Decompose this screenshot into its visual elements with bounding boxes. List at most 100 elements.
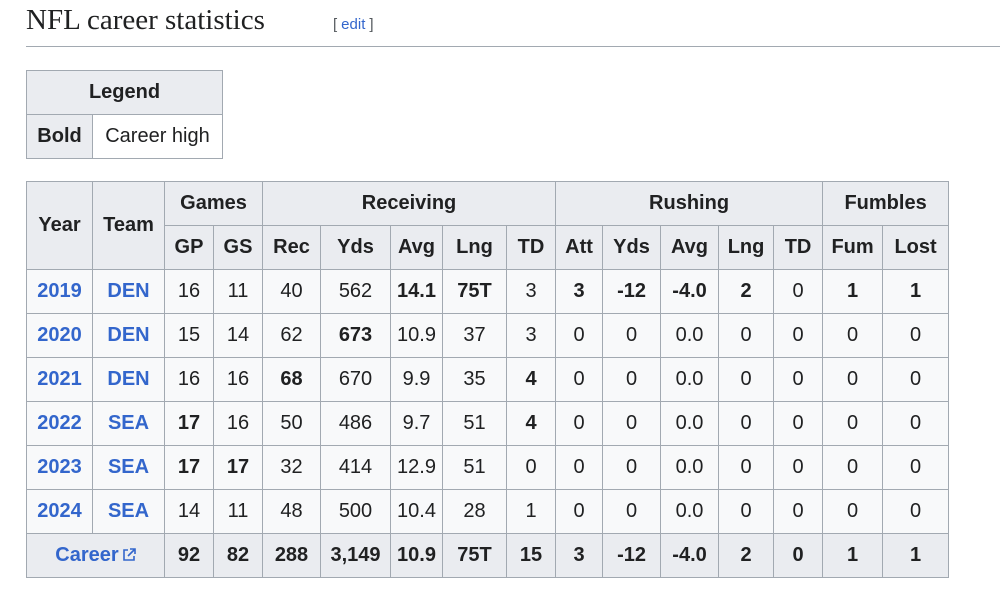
year-cell: 2024: [26, 489, 93, 534]
sub-header-row: GP GS Rec Yds Avg Lng TD Att Yds Avg Lng TD Fum Lost: [27, 225, 950, 270]
team-link[interactable]: DEN: [107, 368, 150, 390]
team-cell: DEN: [92, 357, 165, 402]
stat-cell: 37: [442, 313, 507, 358]
stat-cell: 0: [602, 445, 662, 490]
stat-cell: 1: [822, 269, 884, 314]
col-header: Year: [26, 181, 93, 270]
group-header: Fumbles: [822, 181, 950, 226]
stat-cell: 0: [555, 401, 604, 446]
stat-cell: 0: [822, 357, 884, 402]
year-link[interactable]: 2021: [37, 368, 82, 390]
team-link[interactable]: SEA: [107, 412, 150, 434]
year-link[interactable]: 2019: [37, 280, 82, 302]
year-cell: 2019: [26, 269, 93, 314]
data-row: 2024 SEA 14 11 48 500 10.4 28 1 0 0 0.0 0 0 0 0: [26, 489, 950, 534]
stat-cell: 68: [262, 357, 321, 402]
stat-cell: 0.0: [660, 357, 720, 402]
career-stat-cell: 75T: [442, 533, 507, 578]
career-link[interactable]: Career: [55, 544, 119, 566]
stat-cell: 0: [773, 401, 824, 446]
stat-cell: 51: [442, 401, 507, 446]
stat-cell: 32: [262, 445, 321, 490]
year-link[interactable]: 2024: [37, 500, 82, 522]
stat-cell: 9.7: [390, 401, 443, 446]
stat-cell: 35: [442, 357, 507, 402]
year-cell: 2022: [26, 401, 93, 446]
stat-cell: 0: [602, 489, 662, 534]
data-row: 2019 DEN 16 11 40 562 14.1 75T 3 3 -12 -4.0 2 0 1 1: [26, 269, 950, 314]
col-header: Lng: [442, 225, 507, 270]
stat-cell: 17: [164, 445, 214, 490]
stat-cell: 0: [718, 313, 775, 358]
stat-cell: 0: [882, 489, 950, 534]
team-cell: DEN: [92, 269, 165, 314]
stat-cell: 12.9: [390, 445, 443, 490]
col-header: Fum: [822, 225, 884, 270]
bracket: [: [333, 16, 338, 33]
team-link[interactable]: DEN: [107, 324, 150, 346]
stat-cell: 0: [505, 445, 557, 490]
col-header: Lng: [718, 225, 775, 270]
team-cell: SEA: [92, 489, 165, 534]
stat-cell: 0: [602, 401, 662, 446]
stat-cell: 11: [213, 489, 263, 534]
stat-cell: 17: [213, 445, 263, 490]
stat-cell: 14: [213, 313, 263, 358]
stat-cell: 0: [602, 357, 662, 402]
stat-cell: 0: [882, 445, 950, 490]
stat-cell: 0: [822, 313, 884, 358]
stat-cell: 673: [320, 313, 391, 358]
legend-title: Legend: [26, 70, 223, 115]
stat-cell: 16: [164, 357, 214, 402]
col-header: Team: [92, 181, 165, 270]
col-header: Att: [555, 225, 604, 270]
edit-link[interactable]: edit: [341, 16, 366, 33]
stat-cell: 0: [773, 489, 824, 534]
year-link[interactable]: 2020: [37, 324, 82, 346]
stat-cell: 10.4: [390, 489, 443, 534]
team-cell: SEA: [92, 445, 165, 490]
stat-cell: 500: [320, 489, 391, 534]
career-stat-cell: 3,149: [320, 533, 391, 578]
data-row: 2023 SEA 17 17 32 414 12.9 51 0 0 0 0.0 0 0 0 0: [26, 445, 950, 490]
career-stat-cell: 15: [505, 533, 557, 578]
stat-cell: 0: [773, 445, 824, 490]
col-header: Rec: [262, 225, 321, 270]
stat-cell: 0: [882, 357, 950, 402]
career-stat-cell: 288: [262, 533, 321, 578]
legend-table: Legend Bold Career high: [26, 70, 223, 159]
stat-cell: 4: [505, 357, 557, 402]
year-link[interactable]: 2022: [37, 412, 82, 434]
career-stat-cell: 82: [213, 533, 263, 578]
team-cell: DEN: [92, 313, 165, 358]
external-link-icon: [122, 548, 136, 561]
career-stat-cell: -4.0: [660, 533, 720, 578]
stat-cell: 0: [555, 489, 604, 534]
team-link[interactable]: SEA: [107, 500, 150, 522]
career-stat-cell: 1: [822, 533, 884, 578]
col-header: GS: [213, 225, 263, 270]
col-header: Avg: [390, 225, 443, 270]
stat-cell: 0: [822, 445, 884, 490]
team-cell: SEA: [92, 401, 165, 446]
stat-cell: -4.0: [660, 269, 720, 314]
year-cell: 2020: [26, 313, 93, 358]
stat-cell: 16: [164, 269, 214, 314]
team-link[interactable]: SEA: [107, 456, 150, 478]
stat-cell: 10.9: [390, 313, 443, 358]
career-stat-cell: 10.9: [390, 533, 443, 578]
stat-cell: 16: [213, 401, 263, 446]
stat-cell: 0: [882, 313, 950, 358]
data-row: 2021 DEN 16 16 68 670 9.9 35 4 0 0 0.0 0 0 0 0: [26, 357, 950, 402]
team-link[interactable]: DEN: [107, 280, 150, 302]
stat-cell: 48: [262, 489, 321, 534]
group-header: Rushing: [555, 181, 824, 226]
stat-cell: 2: [718, 269, 775, 314]
edit-section: [edit]: [333, 16, 374, 33]
stat-cell: 670: [320, 357, 391, 402]
year-link[interactable]: 2023: [37, 456, 82, 478]
stat-cell: 0: [773, 269, 824, 314]
stat-cell: 0: [718, 357, 775, 402]
stat-cell: 14.1: [390, 269, 443, 314]
stat-cell: 1: [505, 489, 557, 534]
